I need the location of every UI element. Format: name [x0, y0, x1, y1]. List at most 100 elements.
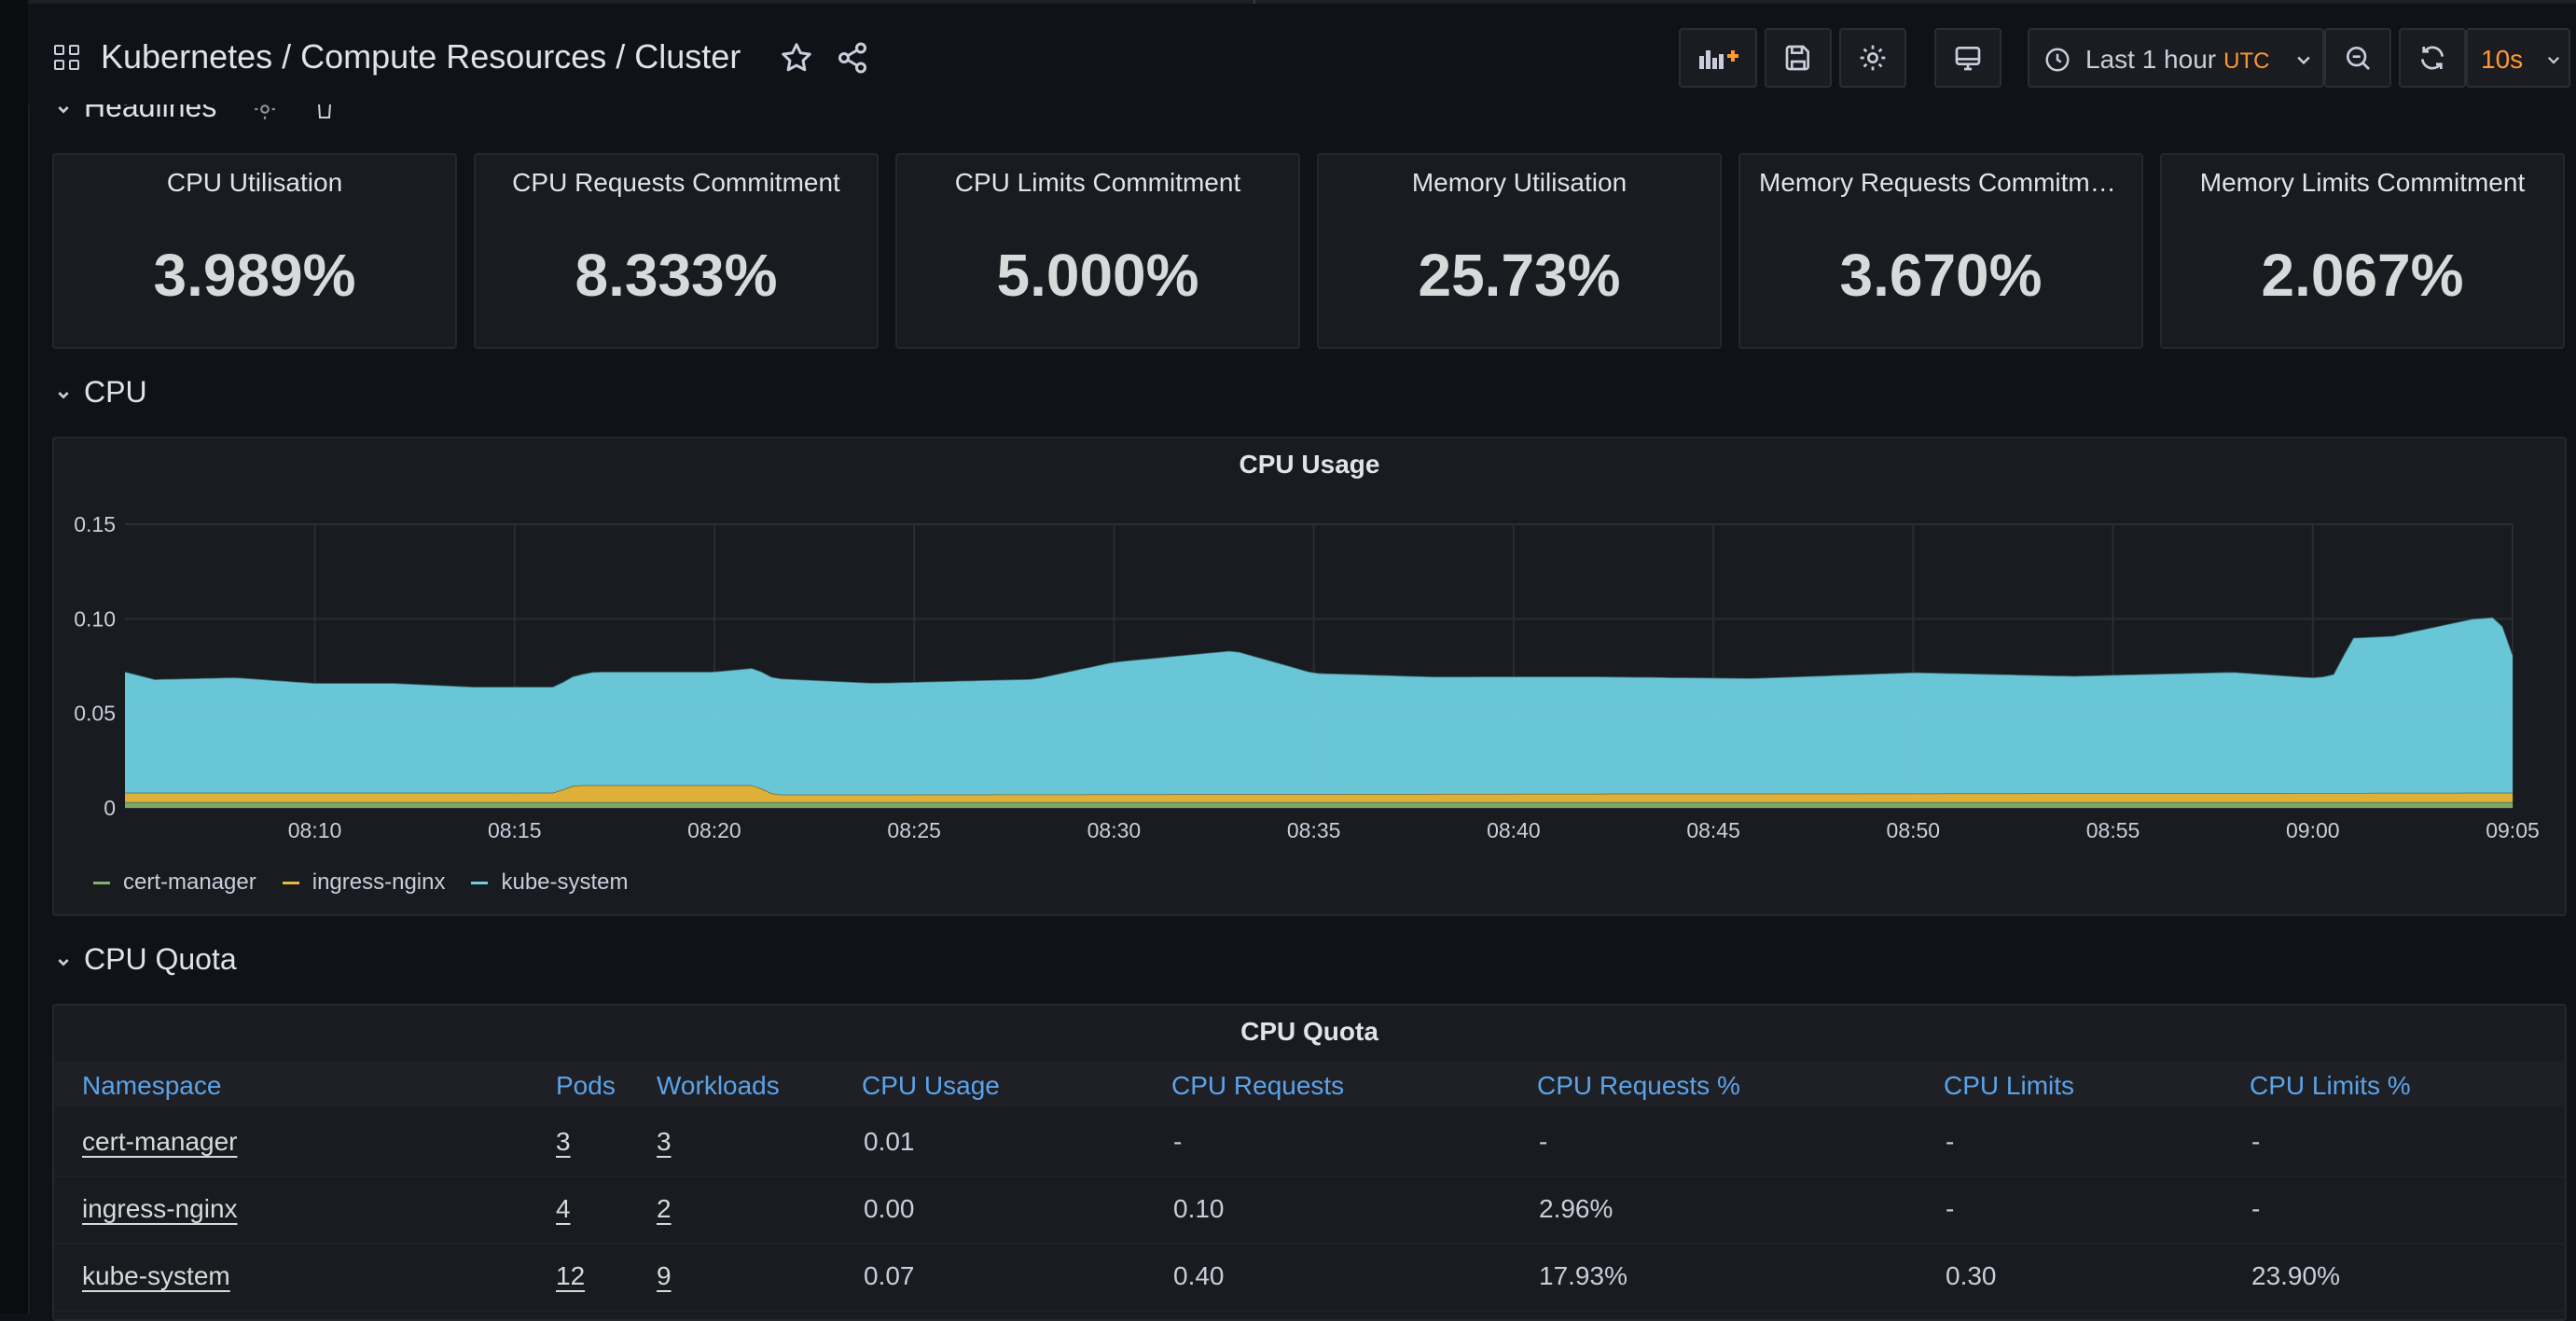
stat-title: Memory Utilisation [1319, 168, 1720, 198]
table-row: kube-system 12 9 0.07 0.40 17.93% 0.30 2… [54, 1243, 2565, 1312]
column-header-cpu-limits-pct[interactable]: CPU Limits % [2250, 1071, 2411, 1101]
refresh-interval-picker[interactable]: 10s [2466, 28, 2570, 88]
column-header-cpu-limits[interactable]: CPU Limits [1944, 1071, 2074, 1101]
legend-label: kube-system [501, 869, 628, 895]
cpu-limits-cell: - [1946, 1194, 1954, 1224]
tv-mode-button[interactable] [1934, 28, 2001, 88]
x-tick-label: 08:20 [687, 818, 741, 842]
table-title: CPU Quota [54, 1017, 2565, 1047]
dashboard-title[interactable]: Kubernetes / Compute Resources / Cluster [101, 37, 741, 76]
column-header-cpu-usage[interactable]: CPU Usage [862, 1071, 1000, 1101]
cpu-limits-cell: - [1946, 1127, 1954, 1157]
stat-title: CPU Requests Commitment [476, 168, 877, 198]
x-tick-label: 08:30 [1087, 818, 1142, 842]
stat-title: Memory Requests Commitment [1740, 168, 2141, 198]
pods-link[interactable]: 4 [556, 1194, 571, 1224]
legend-item[interactable]: cert-manager [93, 869, 256, 895]
chevron-down-icon [2294, 50, 2313, 69]
sidebar [0, 0, 30, 1314]
x-tick-label: 09:05 [2486, 818, 2540, 842]
add-panel-button[interactable] [1679, 28, 1757, 88]
clock-icon [2043, 46, 2071, 74]
cpu-usage-cell: 0.01 [864, 1127, 915, 1157]
cpu-requests-pct-cell: 17.93% [1539, 1261, 1627, 1291]
table-header: Namespace Pods Workloads CPU Usage CPU R… [54, 1062, 2565, 1106]
save-dashboard-button[interactable] [1765, 28, 1832, 88]
table-row: cert-manager 3 3 0.01 - - - - [54, 1108, 2565, 1177]
cpu-limits-pct-cell: - [2251, 1194, 2260, 1224]
cpu-limits-pct-cell: 23.90% [2251, 1261, 2340, 1291]
star-icon[interactable] [780, 41, 815, 76]
stat-panel-memory-requests[interactable]: Memory Requests Commitment 3.670% [1738, 153, 2143, 349]
legend-label: ingress-nginx [312, 869, 446, 895]
cpu-requests-pct-cell: 2.96% [1539, 1194, 1613, 1224]
x-tick-label: 08:40 [1487, 818, 1541, 842]
stat-value: 25.73% [1319, 241, 1720, 310]
cpu-requests-cell: 0.10 [1173, 1194, 1225, 1224]
legend-label: cert-manager [123, 869, 256, 895]
cpu-requests-pct-cell: - [1539, 1127, 1547, 1157]
x-tick-label: 08:45 [1686, 818, 1740, 842]
column-header-cpu-requests[interactable]: CPU Requests [1171, 1071, 1344, 1101]
legend-color-swatch [471, 882, 488, 884]
stat-value: 2.067% [2162, 241, 2563, 310]
column-header-namespace[interactable]: Namespace [82, 1071, 221, 1101]
cpu-usage-cell: 0.00 [864, 1194, 915, 1224]
x-tick-label: 08:25 [887, 818, 941, 842]
legend-color-swatch [283, 882, 299, 884]
settings-button[interactable] [1839, 28, 1906, 88]
stat-value: 8.333% [476, 241, 877, 310]
stat-value: 3.989% [54, 241, 455, 310]
y-tick-label: 0.10 [74, 606, 116, 631]
row-cpu-quota[interactable]: CPU Quota [56, 942, 237, 977]
column-header-workloads[interactable]: Workloads [657, 1071, 780, 1101]
namespace-link[interactable]: kube-system [82, 1261, 230, 1291]
share-icon[interactable] [836, 41, 871, 76]
x-tick-label: 09:00 [2286, 818, 2340, 842]
legend-color-swatch [93, 882, 110, 884]
x-tick-label: 08:55 [2086, 818, 2140, 842]
pods-link[interactable]: 12 [556, 1261, 585, 1291]
workloads-link[interactable]: 9 [657, 1261, 672, 1291]
stat-panel-cpu-utilisation[interactable]: CPU Utilisation 3.989% [52, 153, 457, 349]
chevron-down-icon [2545, 51, 2562, 68]
area-series-cert-manager [125, 802, 2513, 808]
namespace-link[interactable]: cert-manager [82, 1127, 238, 1157]
stat-title: Memory Limits Commitment [2162, 168, 2563, 198]
dashboards-grid-icon[interactable] [54, 45, 82, 73]
area-series-kube-system [125, 618, 2513, 795]
zoom-out-button[interactable] [2324, 28, 2391, 88]
cpu-usage-cell: 0.07 [864, 1261, 915, 1291]
refresh-button[interactable] [2399, 28, 2466, 88]
time-range-label: Last 1 hour [2085, 45, 2216, 74]
cpu-requests-cell: 0.40 [1173, 1261, 1225, 1291]
dashboard-header: Kubernetes / Compute Resources / Cluster… [28, 4, 2576, 104]
refresh-interval-label: 10s [2481, 45, 2523, 75]
cpu-quota-panel[interactable]: CPU Quota Namespace Pods Workloads CPU U… [52, 1004, 2567, 1321]
x-tick-label: 08:35 [1287, 818, 1341, 842]
refresh-icon [2417, 43, 2447, 73]
legend-item[interactable]: ingress-nginx [283, 869, 446, 895]
workloads-link[interactable]: 3 [657, 1127, 672, 1157]
stat-panel-cpu-requests[interactable]: CPU Requests Commitment 8.333% [474, 153, 879, 349]
stat-title: CPU Utilisation [54, 168, 455, 198]
stat-panel-memory-utilisation[interactable]: Memory Utilisation 25.73% [1317, 153, 1722, 349]
stat-value: 3.670% [1740, 241, 2141, 310]
workloads-link[interactable]: 2 [657, 1194, 672, 1224]
legend-item[interactable]: kube-system [471, 869, 628, 895]
stat-value: 5.000% [897, 241, 1298, 310]
stat-panel-cpu-limits[interactable]: CPU Limits Commitment 5.000% [895, 153, 1300, 349]
namespace-link[interactable]: ingress-nginx [82, 1194, 238, 1224]
pods-link[interactable]: 3 [556, 1127, 571, 1157]
stat-panel-memory-limits[interactable]: Memory Limits Commitment 2.067% [2160, 153, 2565, 349]
chart-legend: cert-manager ingress-nginx kube-system [93, 869, 655, 896]
cpu-requests-cell: - [1173, 1127, 1182, 1157]
column-header-cpu-requests-pct[interactable]: CPU Requests % [1537, 1071, 1740, 1101]
chevron-down-icon [56, 954, 71, 969]
chevron-down-icon [56, 387, 71, 402]
column-header-pods[interactable]: Pods [556, 1071, 616, 1101]
row-cpu[interactable]: CPU [56, 375, 147, 410]
